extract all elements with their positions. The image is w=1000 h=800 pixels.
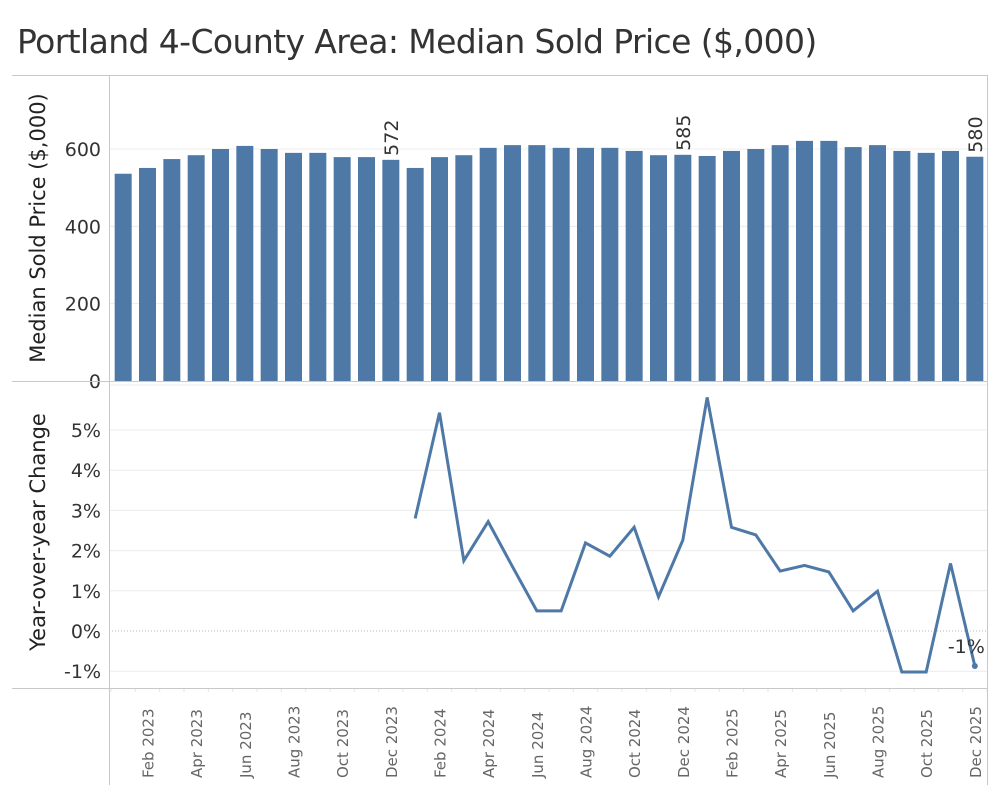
bar <box>844 147 862 381</box>
x-tick-label: Jun 2024 <box>529 712 547 779</box>
x-tick-label: Oct 2025 <box>918 709 936 778</box>
bar <box>406 167 424 381</box>
bar <box>917 152 935 381</box>
bar <box>382 159 400 381</box>
chart-frame <box>12 75 988 785</box>
bar-panel-bars <box>114 140 984 381</box>
x-tick-label: Feb 2025 <box>724 709 742 779</box>
bar <box>869 145 886 381</box>
y-tick-label: 0% <box>71 621 101 643</box>
bar <box>577 147 594 381</box>
x-tick-label: Jun 2023 <box>237 712 255 779</box>
line-panel-line <box>413 397 978 674</box>
bar <box>479 147 497 381</box>
y-tick-label: 1% <box>71 581 101 603</box>
x-tick-label: Dec 2024 <box>675 706 693 778</box>
line-panel-data-labels: -1% <box>948 636 985 658</box>
bar <box>942 150 959 381</box>
bar <box>820 140 838 381</box>
x-tick-label: Aug 2024 <box>578 706 596 778</box>
line-y-axis-title: Year-over-year Change <box>26 413 50 652</box>
y-tick-label: -1% <box>64 661 101 683</box>
bar <box>698 155 716 381</box>
bar <box>723 150 740 381</box>
y-tick-label: 600 <box>65 139 101 161</box>
bar <box>504 145 521 381</box>
x-tick-label: Apr 2024 <box>480 709 498 778</box>
bar <box>528 145 546 381</box>
bar <box>771 145 789 381</box>
bar <box>552 147 570 381</box>
x-tick-label: Jun 2025 <box>821 712 839 779</box>
bar <box>114 173 132 381</box>
bar <box>893 150 911 381</box>
x-tick-label: Dec 2025 <box>967 706 985 778</box>
x-tick-label: Oct 2023 <box>334 709 352 778</box>
line-end-marker <box>971 662 978 669</box>
bar <box>187 155 205 381</box>
bar <box>625 150 643 381</box>
bar <box>139 167 156 381</box>
bar-y-axis-title: Median Sold Price ($,000) <box>26 93 50 362</box>
bar <box>455 155 473 381</box>
bar <box>650 155 667 381</box>
y-tick-label: 400 <box>65 216 101 238</box>
bar <box>212 149 229 381</box>
bar <box>236 145 254 381</box>
y-tick-label: 200 <box>65 294 101 316</box>
bar <box>260 149 278 381</box>
x-tick-label: Aug 2025 <box>870 706 888 778</box>
y-tick-label: 4% <box>71 460 101 482</box>
bar-panel-gridlines <box>109 148 987 305</box>
bar <box>358 157 375 381</box>
bar <box>796 140 813 381</box>
x-tick-label: Oct 2024 <box>626 709 644 778</box>
bar <box>333 157 351 381</box>
x-tick-label: Dec 2023 <box>383 706 401 778</box>
x-tick-label: Aug 2023 <box>286 706 304 778</box>
bar <box>966 156 984 381</box>
x-tick-label: Feb 2024 <box>432 709 450 779</box>
bar-panel-data-labels: 572 585 580 <box>381 115 987 156</box>
x-tick-label: Apr 2025 <box>772 709 790 778</box>
y-tick-label: 3% <box>71 500 101 522</box>
bar <box>747 149 765 381</box>
bar <box>431 157 448 381</box>
bar <box>285 152 302 381</box>
yoy-line <box>413 397 977 674</box>
x-axis-ticks: Feb 2023 Apr 2023 Jun 2023 Aug 2023 Oct 2023… <box>110 688 988 779</box>
y-tick-label: 5% <box>71 420 101 442</box>
bar <box>163 159 181 381</box>
data-label: -1% <box>948 636 985 658</box>
x-tick-label: Feb 2023 <box>140 709 158 779</box>
bar <box>674 154 692 381</box>
bar <box>309 152 327 381</box>
y-tick-label: 2% <box>71 541 101 563</box>
chart-title: Portland 4-County Area: Median Sold Pric… <box>17 22 817 61</box>
data-label: 572 <box>381 120 403 156</box>
line-panel-y-ticks: -1% 0% 1% 2% 3% 4% 5% <box>64 420 101 683</box>
x-tick-label: Apr 2023 <box>188 709 206 778</box>
bar <box>601 147 619 381</box>
data-label: 580 <box>965 116 987 152</box>
data-label: 585 <box>673 115 695 151</box>
line-panel-gridlines <box>109 384 987 672</box>
